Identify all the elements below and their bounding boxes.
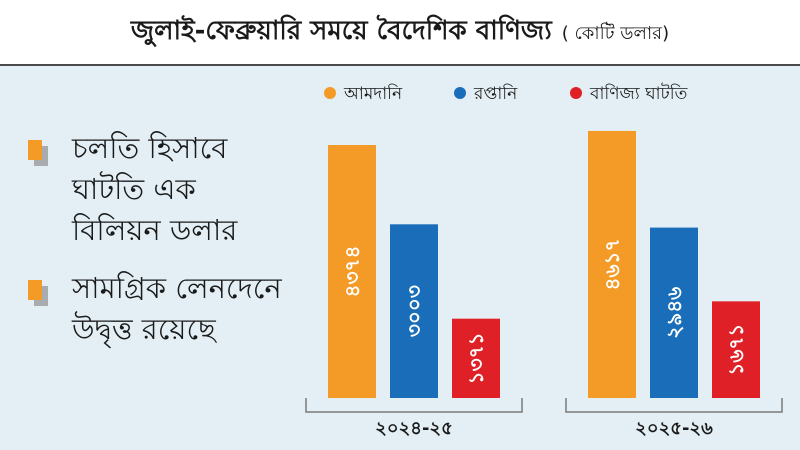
bar	[452, 318, 500, 398]
chart-unit: ( কোটি ডলার)	[561, 22, 670, 44]
note-text: সামগ্রিক লেনদেনে উদ্বৃত্ত রয়েছে	[72, 271, 282, 346]
note-current-account: চলতি হিসাবে ঘাটতি এক বিলিয়ন ডলার	[28, 128, 282, 251]
data-label: ১৩৭১	[464, 332, 488, 384]
category-label: ২০২৫-২৬	[635, 418, 713, 439]
data-label: ২৯৪৬	[662, 287, 686, 339]
category-bracket	[305, 398, 523, 413]
bar	[390, 224, 438, 398]
note-overall-balance: সামগ্রিক লেনদেনে উদ্বৃত্ত রয়েছে	[28, 268, 282, 350]
legend-swatch	[454, 87, 466, 99]
chart-header: জুলাই-ফেব্রুয়ারি সময়ে বৈদেশিক বাণিজ্য …	[0, 0, 800, 64]
category-label: ২০২৪-২৫	[375, 418, 453, 439]
legend-label: বাণিজ্য ঘাটতি	[589, 83, 688, 104]
note-text: চলতি হিসাবে ঘাটতি এক বিলিয়ন ডলার	[72, 131, 238, 247]
note-bullet-icon	[28, 280, 54, 310]
legend-swatch	[570, 87, 582, 99]
legend-label: রপ্তানি	[473, 83, 518, 104]
data-label: ৩০০৩	[402, 285, 426, 337]
bar	[712, 301, 760, 398]
bar	[588, 130, 636, 398]
chart-title: জুলাই-ফেব্রুয়ারি সময়ে বৈদেশিক বাণিজ্য	[130, 16, 552, 46]
category-bracket	[565, 398, 783, 413]
bar	[328, 145, 376, 398]
legend-swatch	[324, 87, 336, 99]
bar-chart: আমদানি রপ্তানি বাণিজ্য ঘাটতি ৪৩৭৪ ৩০০৩ ১৩৭১ ২০…	[305, 83, 783, 439]
bar	[650, 227, 698, 398]
legend-label: আমদানি	[343, 83, 403, 104]
note-bullet-icon	[28, 140, 54, 170]
data-label: ৪৩৭৪	[340, 246, 364, 298]
data-label: ৪৬১৭	[600, 238, 624, 290]
data-label: ১৬৭১	[724, 324, 748, 376]
header-divider	[0, 64, 800, 66]
